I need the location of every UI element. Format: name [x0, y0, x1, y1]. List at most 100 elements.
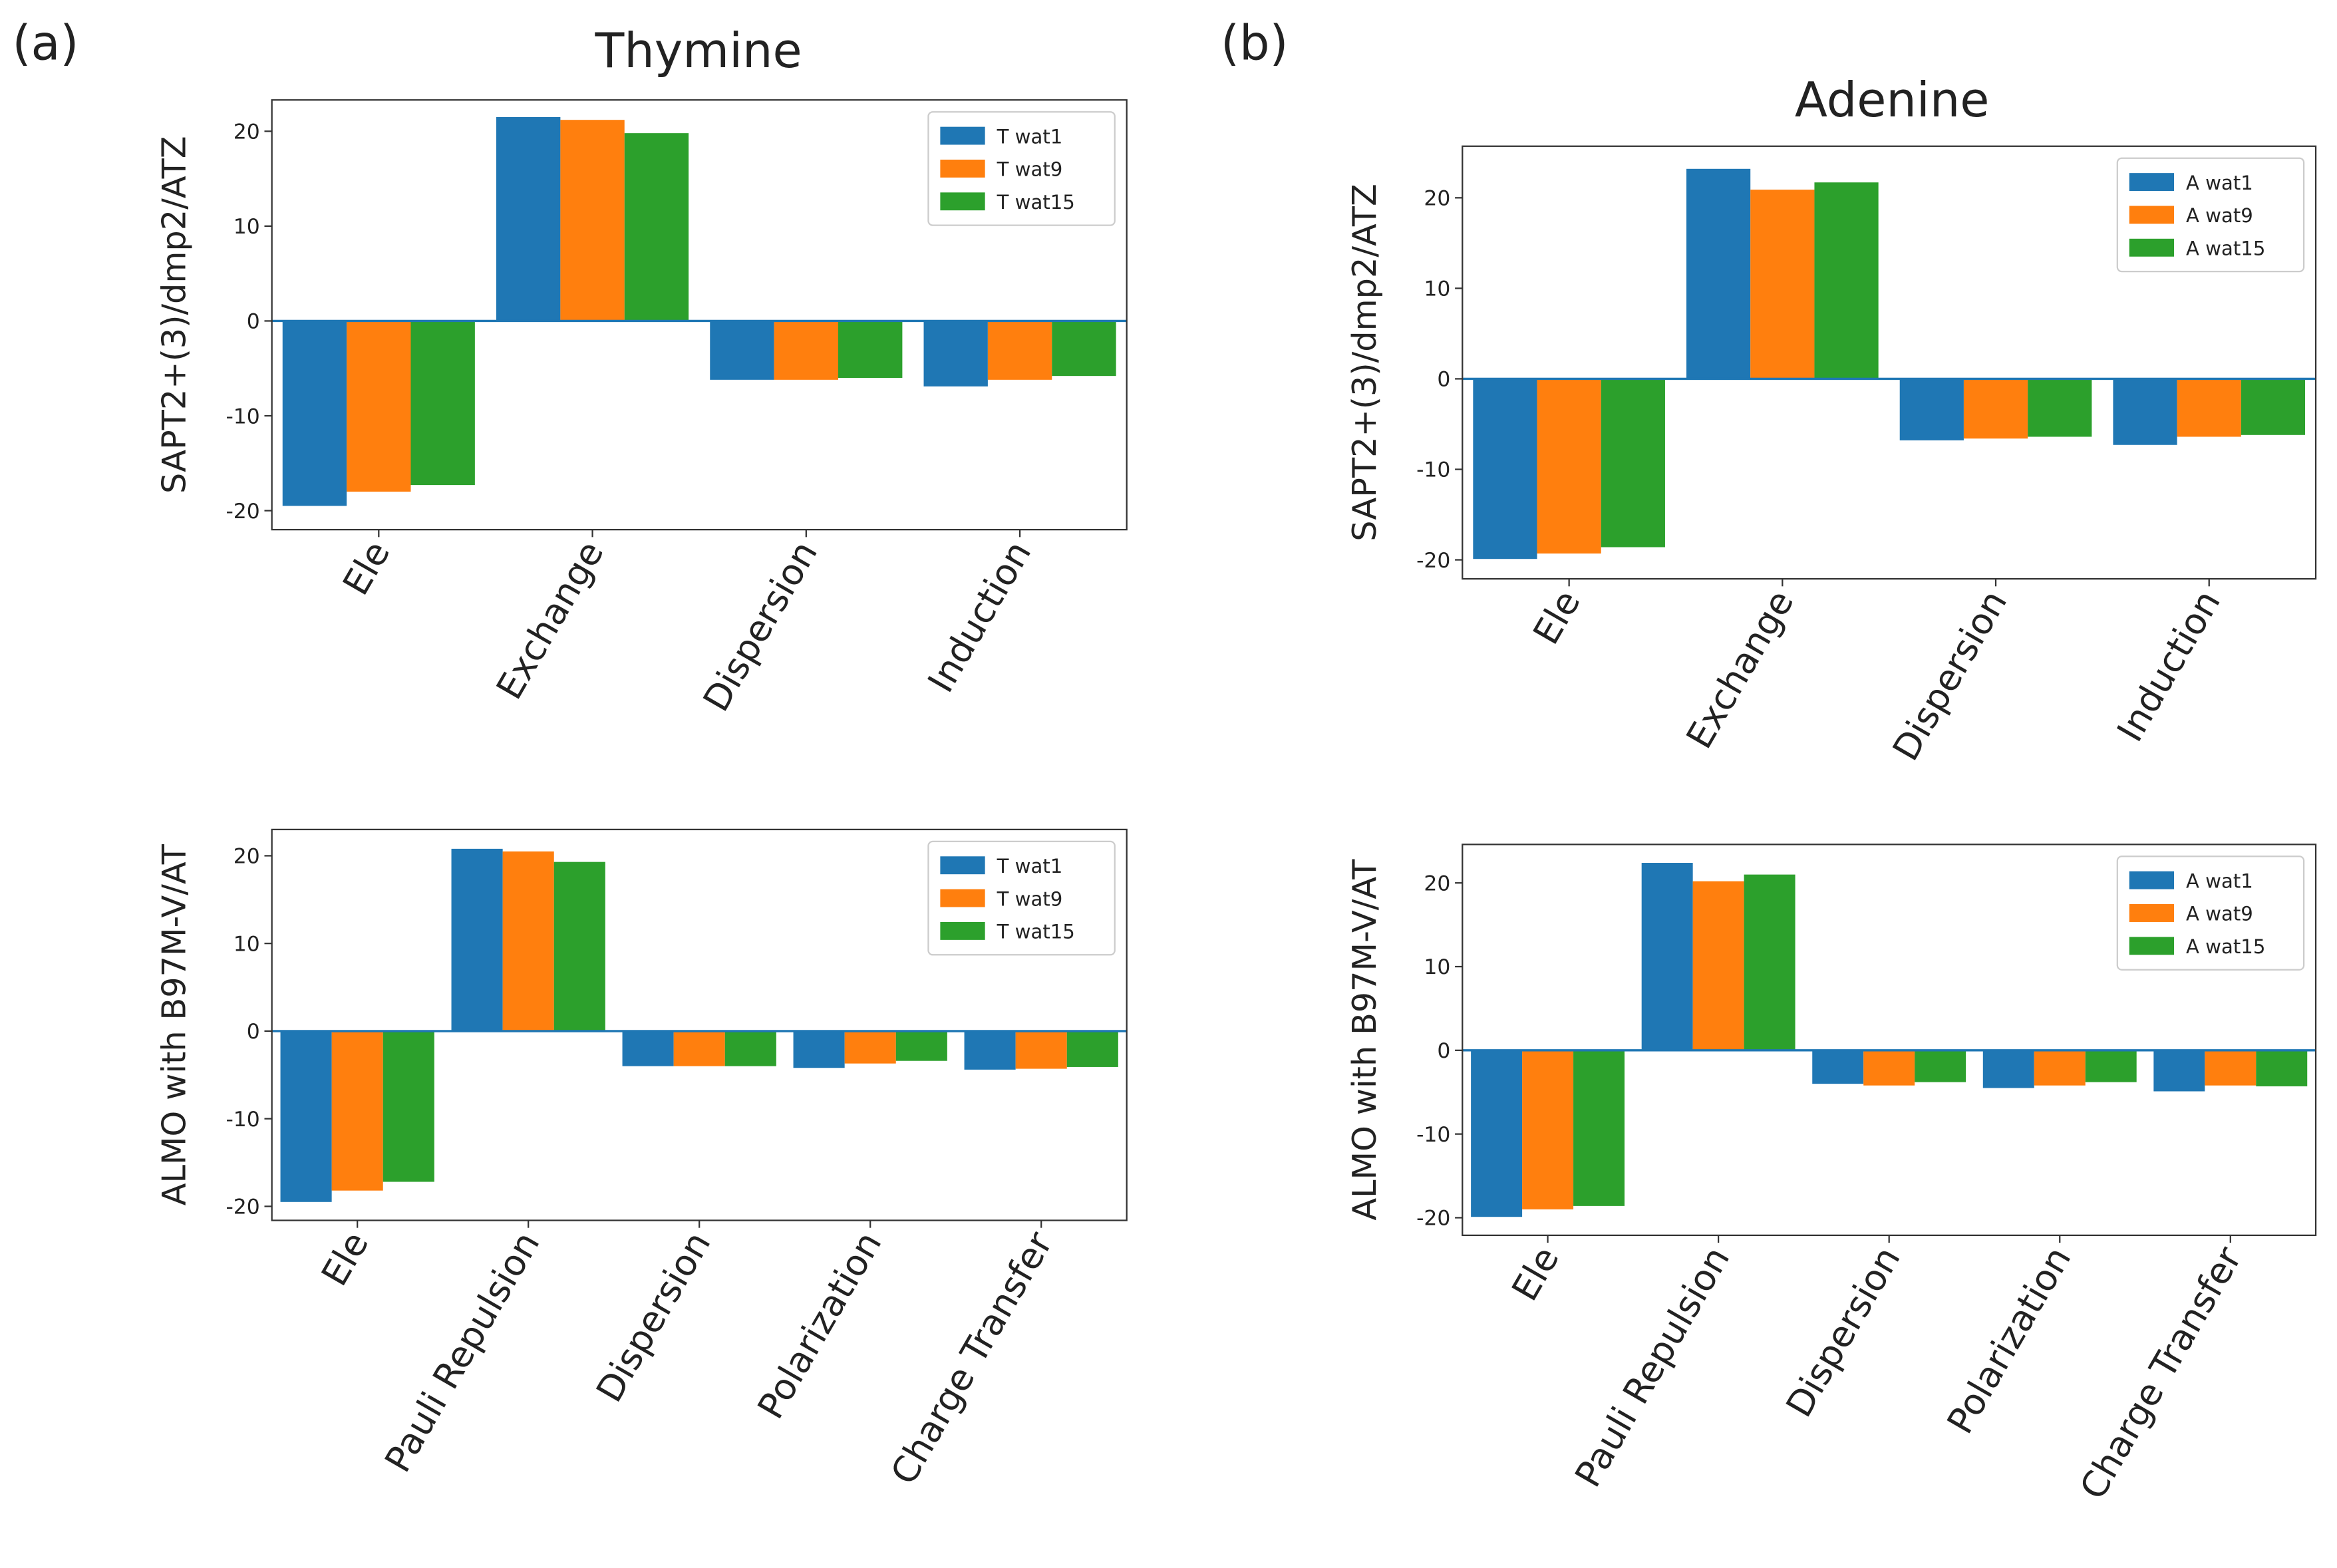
chart-title: Adenine	[1795, 72, 1990, 128]
bar	[895, 1030, 947, 1061]
y-tick-label: 20	[1424, 871, 1450, 895]
legend-label: A wat15	[2186, 935, 2265, 958]
bar	[1982, 1050, 2034, 1088]
y-axis-label: SAPT2+(3)/dmp2/ATZ	[1345, 184, 1384, 542]
bar	[410, 321, 475, 486]
bar	[2241, 379, 2306, 435]
y-tick-label: 0	[1437, 368, 1450, 392]
bar	[673, 1030, 725, 1066]
bar	[502, 851, 554, 1031]
bar	[724, 1030, 776, 1066]
bar	[1915, 1050, 1966, 1082]
x-tick-label: Pauli Repulsion	[377, 1225, 547, 1480]
legend-label: T wat1	[997, 855, 1063, 877]
bar	[1814, 182, 1879, 379]
legend-swatch	[940, 889, 985, 907]
bar	[1641, 863, 1693, 1050]
y-tick-label: -20	[226, 1195, 259, 1219]
x-tick-label: Ele	[1525, 583, 1589, 652]
bar	[553, 862, 605, 1031]
bar	[838, 321, 903, 379]
bar	[1537, 379, 1601, 554]
bar	[622, 1030, 674, 1066]
y-tick-label: 0	[247, 310, 260, 334]
x-tick-label: Polarization	[1939, 1239, 2080, 1440]
bar	[987, 321, 1052, 380]
y-tick-label: 20	[1424, 187, 1450, 211]
x-tick-label: Dispersion	[1885, 583, 2015, 768]
bar	[1573, 1050, 1625, 1206]
bar	[347, 321, 411, 492]
bar	[2177, 379, 2241, 437]
y-tick-label: -20	[226, 500, 259, 524]
y-tick-label: 10	[234, 932, 260, 956]
bar	[1066, 1030, 1118, 1067]
legend-swatch	[940, 921, 985, 940]
legend-swatch	[940, 126, 985, 145]
plot-frame	[1462, 145, 2317, 580]
bar	[1863, 1050, 1915, 1086]
x-tick-label: Dispersion	[588, 1225, 718, 1409]
legend-label: A wat1	[2186, 172, 2253, 194]
legend-label: A wat9	[2186, 903, 2253, 925]
y-tick-label: -20	[1416, 549, 1450, 573]
bar	[383, 1030, 434, 1182]
x-tick-label: Induction	[2109, 583, 2229, 749]
y-axis-label: ALMO with B97M-V/AT	[1345, 859, 1384, 1221]
y-tick-label: -10	[1416, 1123, 1450, 1147]
bar	[793, 1030, 845, 1068]
y-tick-label: 10	[1424, 955, 1450, 979]
bar	[1471, 1050, 1523, 1217]
bar	[1812, 1050, 1864, 1084]
legend-label: A wat15	[2186, 237, 2265, 259]
y-tick-label: -10	[226, 404, 259, 428]
bar	[280, 1030, 332, 1202]
y-tick-label: 10	[1424, 277, 1450, 301]
bar	[2028, 379, 2092, 437]
legend-swatch	[2129, 206, 2175, 224]
y-axis-label: ALMO with B97M-V/AT	[155, 844, 194, 1205]
legend-swatch	[940, 192, 985, 211]
y-tick-label: -20	[1416, 1207, 1450, 1231]
bar	[496, 116, 561, 321]
x-tick-label: Ele	[313, 1225, 377, 1293]
y-axis-label: SAPT2+(3)/dmp2/ATZ	[155, 136, 194, 494]
y-tick-label: 10	[234, 215, 260, 239]
bar	[1963, 379, 2028, 439]
legend-label: A wat1	[2186, 869, 2253, 892]
bar	[2256, 1050, 2308, 1086]
x-tick-label: Polarization	[749, 1225, 889, 1426]
y-tick-label: 0	[247, 1020, 260, 1044]
legend-label: T wat9	[997, 158, 1063, 181]
bar	[560, 120, 625, 321]
legend-label: T wat15	[997, 191, 1075, 214]
bar	[710, 321, 774, 380]
bar	[2205, 1050, 2257, 1086]
bar	[451, 848, 503, 1031]
bar	[1744, 874, 1795, 1050]
bar	[844, 1030, 896, 1064]
legend-swatch	[2129, 871, 2175, 889]
chart-title: Thymine	[594, 23, 802, 78]
panel-label: (b)	[1221, 15, 1289, 71]
bar	[331, 1030, 383, 1191]
legend-swatch	[2129, 904, 2175, 922]
bar	[1473, 379, 1537, 559]
bar	[2153, 1050, 2205, 1092]
x-tick-label: Dispersion	[695, 534, 826, 718]
legend-label: T wat15	[997, 921, 1075, 943]
legend-label: A wat9	[2186, 204, 2253, 227]
y-tick-label: -10	[226, 1108, 259, 1132]
bar	[1686, 168, 1751, 379]
y-tick-label: 0	[1437, 1039, 1450, 1063]
y-tick-label: -10	[1416, 458, 1450, 482]
bar	[1899, 379, 1964, 440]
bar	[2113, 379, 2177, 445]
x-tick-label: Ele	[1503, 1239, 1567, 1308]
x-tick-label: Exchange	[488, 534, 612, 706]
legend-swatch	[940, 159, 985, 178]
bar	[1015, 1030, 1067, 1069]
x-tick-label: Induction	[919, 534, 1039, 700]
bar	[1750, 190, 1815, 379]
